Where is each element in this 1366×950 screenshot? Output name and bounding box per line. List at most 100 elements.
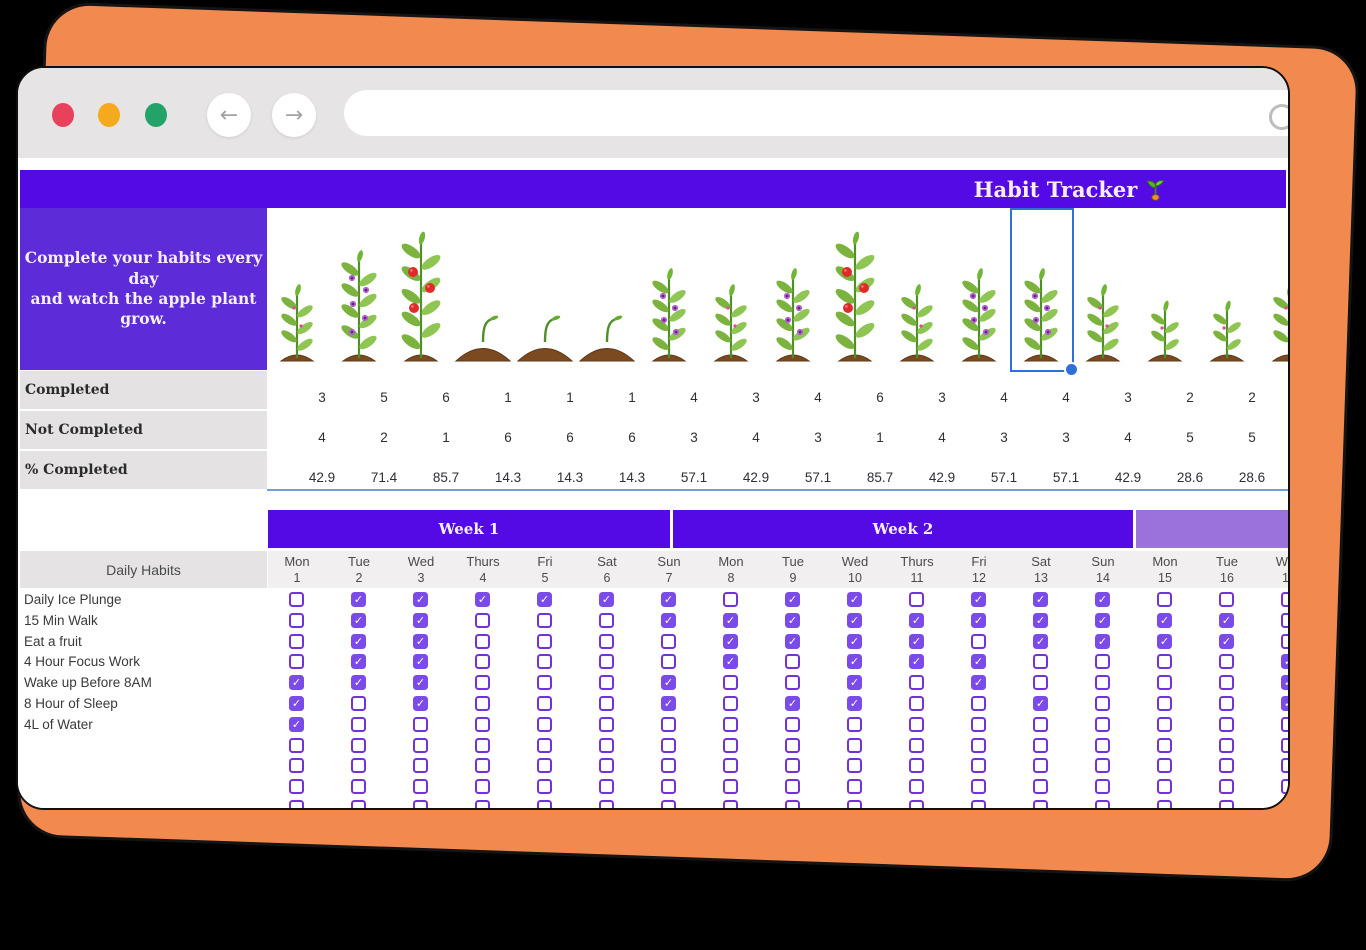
habit-checkbox-r7-c2[interactable] xyxy=(351,716,366,732)
habit-checkbox-r2-c14-checked[interactable]: ✓ xyxy=(1095,612,1110,628)
habit-checkbox-r7-c8[interactable] xyxy=(723,716,738,732)
stat-cell-r1-c11[interactable]: 3 xyxy=(938,390,946,405)
habit-checkbox-r7-c11[interactable] xyxy=(909,716,924,732)
habit-checkbox-r8-c14[interactable] xyxy=(1095,737,1110,753)
stat-cell-r2-c3[interactable]: 1 xyxy=(442,430,450,445)
habit-checkbox-r7-c3[interactable] xyxy=(413,716,428,732)
habit-checkbox-r9-c15[interactable] xyxy=(1157,758,1172,774)
stat-cell-r1-c9[interactable]: 4 xyxy=(814,390,822,405)
habit-checkbox-r4-c6[interactable] xyxy=(599,654,614,670)
plant-cell-day-3[interactable] xyxy=(390,208,452,370)
habit-checkbox-r5-c15[interactable] xyxy=(1157,675,1172,691)
habit-checkbox-r1-c12-checked[interactable]: ✓ xyxy=(971,592,986,607)
habit-checkbox-r11-c11[interactable] xyxy=(909,800,924,808)
habit-checkbox-r5-c8[interactable] xyxy=(723,675,738,691)
habit-checkbox-r5-c3-checked[interactable]: ✓ xyxy=(413,675,428,691)
habit-checkbox-r5-c7-checked[interactable]: ✓ xyxy=(661,675,676,691)
habit-checkbox-r11-c12[interactable] xyxy=(971,800,986,808)
habit-checkbox-r8-c7[interactable] xyxy=(661,737,676,753)
habit-checkbox-r5-c12-checked[interactable]: ✓ xyxy=(971,675,986,691)
habit-checkbox-r2-c11-checked[interactable]: ✓ xyxy=(909,612,924,628)
habit-checkbox-r8-c2[interactable] xyxy=(351,737,366,753)
stat-cell-r2-c16[interactable]: 5 xyxy=(1248,430,1256,445)
habit-checkbox-r2-c1[interactable] xyxy=(289,612,304,628)
stat-cell-r3-c4[interactable]: 14.3 xyxy=(494,470,522,485)
plant-cell-day-15[interactable] xyxy=(1134,208,1196,370)
habit-checkbox-r8-c3[interactable] xyxy=(413,737,428,753)
habit-checkbox-r8-c13[interactable] xyxy=(1033,737,1048,753)
habit-checkbox-r4-c5[interactable] xyxy=(537,654,552,670)
habit-checkbox-r5-c4[interactable] xyxy=(475,675,490,691)
habit-checkbox-r1-c10-checked[interactable]: ✓ xyxy=(847,592,862,607)
stat-cell-r2-c13[interactable]: 3 xyxy=(1062,430,1070,445)
habit-checkbox-r1-c13-checked[interactable]: ✓ xyxy=(1033,592,1048,607)
habit-checkbox-r1-c4-checked[interactable]: ✓ xyxy=(475,592,490,607)
habit-checkbox-r6-c15[interactable] xyxy=(1157,696,1172,711)
habit-checkbox-r4-c7[interactable] xyxy=(661,654,676,670)
stat-cell-r1-c8[interactable]: 3 xyxy=(752,390,760,405)
stat-cell-r1-c6[interactable]: 1 xyxy=(628,390,636,405)
habit-checkbox-r6-c1-checked[interactable]: ✓ xyxy=(289,696,304,711)
url-bar[interactable] xyxy=(344,90,1288,136)
habit-checkbox-r2-c4[interactable] xyxy=(475,612,490,628)
habit-checkbox-r5-c11[interactable] xyxy=(909,675,924,691)
habit-checkbox-r9-c17[interactable] xyxy=(1281,758,1288,774)
plant-cell-day-10[interactable] xyxy=(824,208,886,370)
habit-checkbox-r3-c9-checked[interactable]: ✓ xyxy=(785,633,800,649)
plant-cell-day-11[interactable] xyxy=(886,208,948,370)
plant-cell-day-6[interactable] xyxy=(576,208,638,370)
habit-checkbox-r7-c17[interactable] xyxy=(1281,716,1288,732)
habit-checkbox-r2-c9-checked[interactable]: ✓ xyxy=(785,612,800,628)
habit-checkbox-r8-c16[interactable] xyxy=(1219,737,1234,753)
habit-checkbox-r2-c15-checked[interactable]: ✓ xyxy=(1157,612,1172,628)
habit-checkbox-r11-c3[interactable] xyxy=(413,800,428,808)
habit-checkbox-r7-c15[interactable] xyxy=(1157,716,1172,732)
close-button[interactable] xyxy=(52,103,74,127)
habit-checkbox-r1-c6-checked[interactable]: ✓ xyxy=(599,592,614,607)
habit-checkbox-r8-c17[interactable] xyxy=(1281,737,1288,753)
habit-checkbox-r9-c7[interactable] xyxy=(661,758,676,774)
habit-checkbox-r9-c8[interactable] xyxy=(723,758,738,774)
habit-checkbox-r4-c14[interactable] xyxy=(1095,654,1110,670)
habit-checkbox-r4-c3-checked[interactable]: ✓ xyxy=(413,654,428,670)
stat-cell-r3-c12[interactable]: 57.1 xyxy=(990,470,1018,485)
habit-checkbox-r3-c11-checked[interactable]: ✓ xyxy=(909,633,924,649)
habit-checkbox-r4-c9[interactable] xyxy=(785,654,800,670)
habit-checkbox-r10-c17[interactable] xyxy=(1281,779,1288,795)
stat-cell-r1-c3[interactable]: 6 xyxy=(442,390,450,405)
habit-checkbox-r9-c5[interactable] xyxy=(537,758,552,774)
habit-checkbox-r9-c3[interactable] xyxy=(413,758,428,774)
habit-checkbox-r6-c11[interactable] xyxy=(909,696,924,711)
habit-checkbox-r1-c14-checked[interactable]: ✓ xyxy=(1095,592,1110,607)
habit-checkbox-r3-c6[interactable] xyxy=(599,633,614,649)
minimize-button[interactable] xyxy=(98,103,120,127)
habit-checkbox-r2-c13-checked[interactable]: ✓ xyxy=(1033,612,1048,628)
habit-checkbox-r6-c7-checked[interactable]: ✓ xyxy=(661,696,676,711)
habit-checkbox-r3-c15-checked[interactable]: ✓ xyxy=(1157,633,1172,649)
stat-cell-r2-c2[interactable]: 2 xyxy=(380,430,388,445)
habit-checkbox-r11-c5[interactable] xyxy=(537,800,552,808)
habit-checkbox-r8-c1[interactable] xyxy=(289,737,304,753)
habit-checkbox-r4-c2-checked[interactable]: ✓ xyxy=(351,654,366,670)
stat-cell-r1-c2[interactable]: 5 xyxy=(380,390,388,405)
habit-checkbox-r8-c11[interactable] xyxy=(909,737,924,753)
habit-checkbox-r11-c4[interactable] xyxy=(475,800,490,808)
stat-cell-r3-c13[interactable]: 57.1 xyxy=(1052,470,1080,485)
stat-cell-r1-c1[interactable]: 3 xyxy=(318,390,326,405)
habit-checkbox-r10-c13[interactable] xyxy=(1033,779,1048,795)
habit-checkbox-r7-c1-checked[interactable]: ✓ xyxy=(289,716,304,732)
stat-cell-r3-c2[interactable]: 71.4 xyxy=(370,470,398,485)
habit-checkbox-r10-c12[interactable] xyxy=(971,779,986,795)
habit-checkbox-r3-c16-checked[interactable]: ✓ xyxy=(1219,633,1234,649)
habit-checkbox-r5-c6[interactable] xyxy=(599,675,614,691)
habit-checkbox-r1-c16[interactable] xyxy=(1219,592,1234,607)
habit-checkbox-r10-c5[interactable] xyxy=(537,779,552,795)
habit-checkbox-r10-c16[interactable] xyxy=(1219,779,1234,795)
habit-checkbox-r6-c4[interactable] xyxy=(475,696,490,711)
habit-checkbox-r10-c14[interactable] xyxy=(1095,779,1110,795)
habit-checkbox-r3-c2-checked[interactable]: ✓ xyxy=(351,633,366,649)
habit-checkbox-r4-c15[interactable] xyxy=(1157,654,1172,670)
habit-checkbox-r7-c6[interactable] xyxy=(599,716,614,732)
stat-cell-r1-c15[interactable]: 2 xyxy=(1186,390,1194,405)
habit-checkbox-r10-c3[interactable] xyxy=(413,779,428,795)
